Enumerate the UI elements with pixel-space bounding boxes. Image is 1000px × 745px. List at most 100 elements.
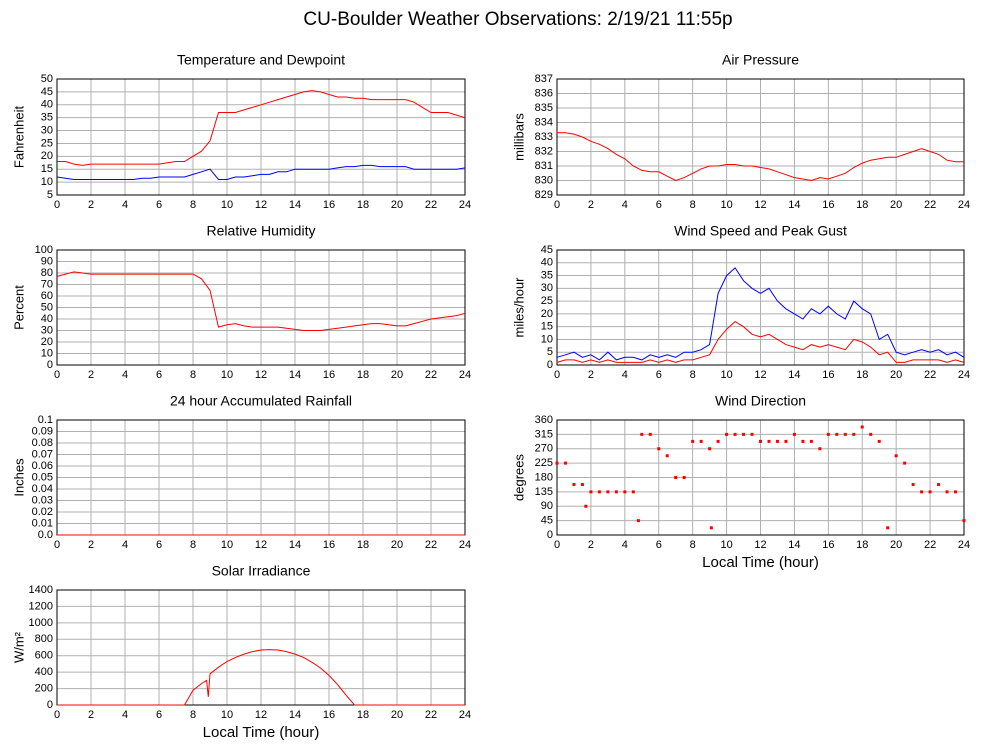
y-tick-label: 0	[47, 699, 53, 711]
y-tick-label: 45	[541, 515, 553, 527]
y-tick-label: 832	[535, 145, 553, 157]
y-tick-label: 1200	[29, 600, 53, 612]
x-tick-label: 0	[54, 709, 60, 721]
data-point	[945, 490, 949, 494]
y-tick-label: 50	[41, 73, 53, 85]
y-tick-label: 225	[535, 457, 553, 469]
data-point	[920, 490, 924, 494]
x-tick-label: 4	[622, 539, 628, 551]
x-tick-label: 20	[391, 369, 403, 381]
y-tick-label: 200	[35, 682, 53, 694]
data-point	[648, 432, 652, 436]
data-point	[631, 490, 635, 494]
x-tick-label: 4	[622, 199, 628, 211]
data-point	[894, 454, 898, 458]
data-line	[56, 164, 466, 180]
x-tick-label: 0	[554, 199, 560, 211]
x-tick-label: 24	[459, 539, 471, 551]
y-tick-label: 10	[541, 333, 553, 345]
x-tick-label: 10	[221, 199, 233, 211]
x-tick-label: 14	[788, 369, 800, 381]
x-tick-label: 20	[391, 709, 403, 721]
data-point	[801, 439, 805, 443]
x-tick-label: 14	[289, 199, 301, 211]
x-tick-label: 16	[822, 539, 834, 551]
data-point	[937, 483, 941, 487]
x-tick-label: 16	[323, 199, 335, 211]
data-point	[636, 519, 640, 523]
x-tick-label: 6	[156, 709, 162, 721]
plot-frame	[556, 249, 965, 366]
y-tick-label: 40	[41, 313, 53, 325]
x-tick-label: 20	[890, 539, 902, 551]
x-tick-label: 22	[425, 199, 437, 211]
x-tick-label: 14	[788, 199, 800, 211]
y-tick-label: 40	[541, 257, 553, 269]
x-tick-label: 8	[190, 709, 196, 721]
data-point	[691, 439, 695, 443]
x-tick-label: 22	[924, 199, 936, 211]
data-point	[792, 432, 796, 436]
y-tick-label: 80	[41, 267, 53, 279]
chart-panel: 24 hour Accumulated RainfallInches0.00.0…	[11, 393, 471, 551]
data-point	[580, 483, 584, 487]
data-point	[835, 432, 839, 436]
y-tick-label: 10	[41, 347, 53, 359]
data-point	[818, 447, 822, 451]
plot-frame	[56, 589, 466, 706]
y-tick-label: 10	[41, 176, 53, 188]
y-tick-label: 30	[541, 282, 553, 294]
data-point	[809, 439, 813, 443]
x-tick-label: 12	[255, 199, 267, 211]
data-point	[843, 432, 847, 436]
y-tick-label: 135	[535, 486, 553, 498]
x-tick-label: 2	[88, 369, 94, 381]
x-tick-label: 10	[720, 539, 732, 551]
data-point	[869, 432, 873, 436]
x-tick-label: 24	[459, 369, 471, 381]
data-point	[584, 504, 588, 508]
x-tick-label: 2	[588, 539, 594, 551]
y-tick-label: 0.07	[32, 448, 53, 460]
data-point	[623, 490, 627, 494]
data-point	[775, 439, 779, 443]
x-tick-label: 4	[122, 199, 128, 211]
y-tick-label: 0.08	[32, 437, 53, 449]
x-tick-label: 14	[788, 539, 800, 551]
x-tick-label: 8	[190, 539, 196, 551]
data-line	[556, 320, 965, 363]
data-line	[556, 267, 965, 361]
data-point	[674, 476, 678, 479]
y-tick-label: 836	[535, 87, 553, 99]
x-tick-label: 8	[690, 199, 696, 211]
y-tick-label: 5	[547, 346, 553, 358]
y-tick-label: 830	[535, 174, 553, 186]
x-tick-label: 18	[357, 369, 369, 381]
x-tick-label: 6	[656, 539, 662, 551]
y-tick-label: 833	[535, 131, 553, 143]
plot-frame	[56, 249, 466, 366]
x-tick-label: 10	[221, 539, 233, 551]
x-axis-label: Local Time (hour)	[203, 724, 320, 741]
data-line	[557, 132, 964, 182]
x-tick-label: 2	[88, 199, 94, 211]
x-tick-label: 10	[221, 709, 233, 721]
x-tick-label: 24	[459, 199, 471, 211]
y-axis-label: degrees	[511, 454, 526, 501]
y-tick-label: 0.09	[32, 425, 53, 437]
x-tick-label: 4	[122, 709, 128, 721]
y-tick-label: 90	[541, 500, 553, 512]
y-tick-label: 25	[541, 295, 553, 307]
y-tick-label: 400	[35, 666, 53, 678]
data-point	[852, 432, 856, 436]
data-point	[784, 439, 788, 443]
x-tick-label: 2	[88, 539, 94, 551]
data-point	[954, 490, 958, 494]
chart-title: Relative Humidity	[207, 223, 316, 239]
data-point	[699, 439, 703, 443]
y-tick-label: 70	[41, 278, 53, 290]
chart-panel: Relative HumidityPercent0102030405060708…	[11, 223, 471, 381]
data-point	[640, 432, 644, 436]
x-tick-label: 16	[822, 199, 834, 211]
